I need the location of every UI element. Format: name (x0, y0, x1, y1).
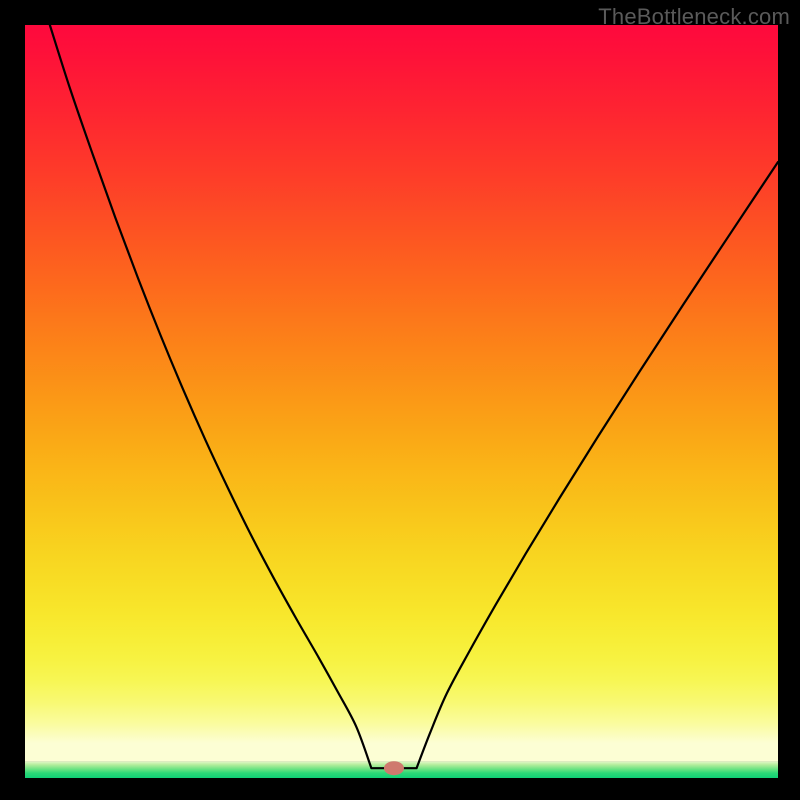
optimal-point-marker (384, 761, 404, 775)
watermark-text: TheBottleneck.com (598, 4, 790, 30)
gradient-background (25, 25, 778, 761)
bottleneck-chart (0, 0, 800, 800)
